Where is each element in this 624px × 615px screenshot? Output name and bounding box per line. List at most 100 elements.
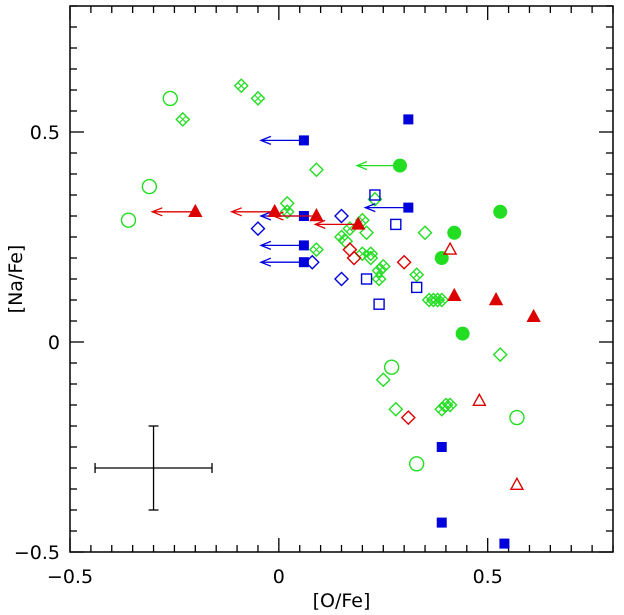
data-point: [363, 246, 379, 262]
data-point-hatch: [283, 208, 291, 216]
data-point-hatch: [346, 224, 354, 233]
axis-ticks: −0.5 0 0.5 −0.5 0 0.5: [14, 5, 614, 588]
data-point: [250, 221, 266, 237]
data-point: [373, 298, 385, 310]
data-point: [346, 250, 362, 266]
data-points: [120, 78, 541, 549]
upper-limit-arrowhead: [271, 211, 284, 221]
upper-limit-arrowhead: [259, 135, 272, 146]
data-point: [250, 90, 266, 106]
data-point: [188, 203, 203, 218]
x-tick-label: −0.5: [47, 566, 93, 588]
data-point: [298, 257, 309, 268]
plot-frame: [69, 5, 614, 553]
data-point: [403, 114, 414, 125]
y-tick-label: 0.5: [30, 122, 60, 144]
data-point: [430, 292, 446, 308]
data-point: [298, 135, 309, 146]
data-point: [455, 326, 470, 341]
data-point: [304, 254, 320, 270]
data-point: [388, 401, 404, 417]
upper-limit-arrowhead: [313, 219, 326, 230]
data-point: [526, 308, 541, 322]
error-bar: [94, 425, 213, 511]
data-point: [375, 258, 391, 274]
data-point: [334, 271, 349, 287]
data-point: [360, 273, 373, 285]
data-point: [371, 271, 387, 287]
upper-limit-arrowhead: [259, 211, 272, 221]
data-point: [472, 392, 487, 406]
data-point: [436, 517, 447, 528]
data-point: [267, 203, 282, 218]
data-point: [410, 281, 423, 294]
data-point-hatch: [237, 82, 245, 90]
data-point-hatch: [337, 233, 346, 241]
upper-limit-arrowhead: [229, 207, 242, 217]
data-point-hatch: [358, 250, 367, 258]
data-point: [308, 162, 324, 178]
data-point: [390, 218, 402, 231]
data-point: [308, 242, 324, 258]
y-axis-label: [Na/Fe]: [5, 245, 27, 314]
data-point: [309, 208, 324, 222]
data-point-hatch: [367, 250, 375, 258]
data-point-hatch: [413, 271, 421, 279]
data-point: [351, 216, 366, 230]
upper-limit-arrowhead: [355, 160, 368, 171]
y-tick-label: 0: [48, 332, 60, 354]
data-point: [434, 292, 450, 308]
data-point: [369, 189, 381, 201]
data-point-hatch: [312, 245, 321, 254]
data-point-hatch: [425, 296, 433, 304]
data-point: [493, 204, 508, 219]
data-point: [492, 347, 508, 363]
x-tick-label: 0.5: [473, 566, 503, 588]
y-tick-label: −0.5: [14, 542, 60, 564]
data-point: [375, 372, 391, 388]
data-point: [488, 292, 504, 306]
data-point: [438, 397, 454, 413]
data-point: [436, 442, 447, 452]
data-point-hatch: [375, 275, 383, 283]
data-point: [509, 476, 525, 490]
data-point: [396, 254, 412, 270]
x-axis-label: [O/Fe]: [313, 590, 371, 612]
upper-limit-arrowhead: [150, 207, 163, 217]
data-point-hatch: [179, 115, 187, 124]
data-point: [175, 111, 191, 127]
data-point: [408, 456, 425, 472]
data-point-hatch: [446, 401, 454, 409]
data-point: [162, 90, 178, 107]
data-point-hatch: [379, 262, 387, 271]
data-point: [403, 202, 414, 213]
data-point: [359, 225, 375, 241]
data-point: [371, 263, 387, 279]
data-point: [120, 212, 137, 228]
data-point: [409, 267, 425, 283]
data-point: [509, 409, 525, 426]
upper-limit-arrowhead: [259, 240, 272, 251]
data-point: [279, 195, 295, 211]
data-point-hatch: [438, 296, 446, 304]
data-point: [233, 78, 249, 94]
x-tick-label: 0: [273, 566, 285, 588]
data-point: [417, 225, 433, 241]
data-point-hatch: [254, 94, 262, 103]
data-point: [383, 359, 400, 375]
data-point: [442, 397, 458, 413]
data-point: [400, 410, 416, 426]
data-point: [141, 178, 158, 195]
upper-limit-arrowhead: [259, 257, 272, 267]
upper-limit-arrowhead: [363, 202, 376, 213]
data-point: [279, 204, 295, 220]
data-point: [442, 241, 458, 255]
data-point: [342, 242, 358, 258]
data-point: [392, 158, 407, 173]
data-point: [298, 240, 309, 251]
data-point: [447, 287, 462, 301]
data-point: [499, 538, 510, 549]
data-point: [447, 225, 462, 240]
data-point: [334, 208, 349, 224]
